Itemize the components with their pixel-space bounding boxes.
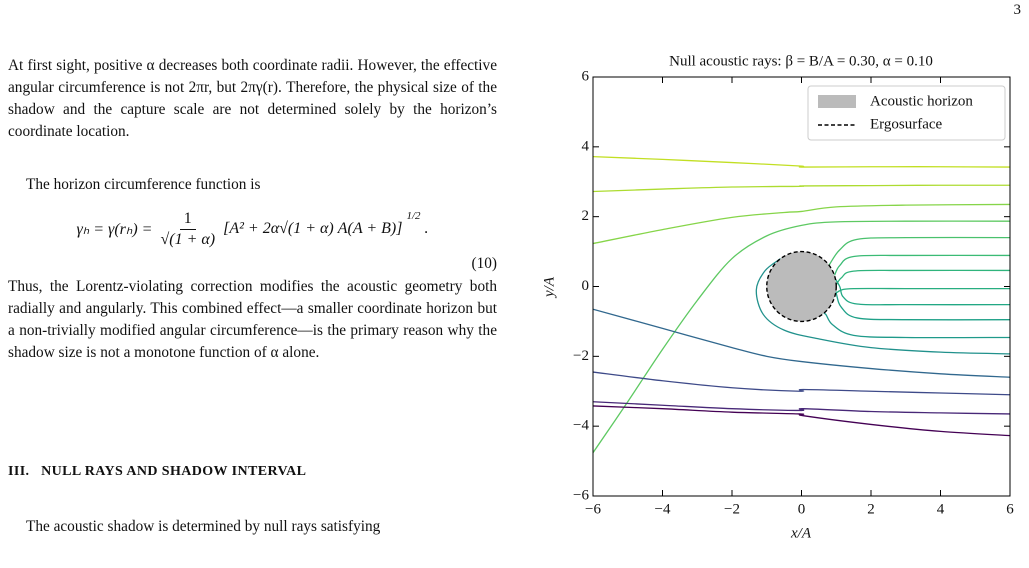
ray (830, 270, 1010, 321)
paragraph: Thus, the Lorentz-violating correction m… (8, 278, 497, 361)
ray (835, 287, 1010, 295)
ray (593, 203, 1010, 245)
x-axis-label: x/A (790, 525, 812, 541)
y-tick-label: 6 (582, 68, 590, 84)
ray (835, 269, 1010, 286)
ray (822, 312, 1010, 339)
ray (755, 258, 1010, 355)
y-tick-label: 2 (582, 208, 590, 224)
exponent: 1/2 (406, 210, 421, 222)
x-tick-label: 6 (1006, 501, 1014, 517)
legend-label: Ergosurface (870, 116, 943, 132)
ray (833, 254, 1010, 276)
paragraph: The acoustic shadow is determined by nul… (26, 518, 381, 535)
ray (593, 220, 1010, 454)
x-tick-label: 0 (798, 501, 806, 517)
ergosurface (766, 250, 837, 323)
denominator: √(1 + α) (160, 230, 216, 248)
chart: Null acoustic rays: β = B/A = 0.30, α = … (541, 53, 1014, 541)
x-tick-label: −6 (585, 501, 601, 517)
acoustic-horizon (766, 251, 837, 322)
equation-end: . (424, 220, 429, 237)
paragraph: At first sight, positive α decreases bot… (8, 57, 497, 140)
x-tick-label: −2 (724, 501, 740, 517)
ray (593, 184, 1010, 193)
plot-area (593, 155, 1010, 454)
section-title: NULL RAYS AND SHADOW INTERVAL (41, 464, 307, 479)
ray (593, 155, 1010, 168)
y-tick-label: −4 (573, 418, 589, 434)
ray (828, 236, 1010, 266)
equation-number: (10) (471, 255, 498, 272)
ray (593, 405, 1010, 437)
x-tick-label: 4 (937, 501, 945, 517)
section-number: III. (8, 464, 30, 479)
y-tick-label: −6 (573, 487, 589, 503)
y-axis-label: y/A (541, 276, 557, 299)
y-tick-label: −2 (573, 348, 589, 364)
chart-title: Null acoustic rays: β = B/A = 0.30, α = … (669, 53, 933, 69)
y-tick-label: 4 (582, 138, 590, 154)
equation: γₕ = γ(rₕ) = 1 √(1 + α) [A² + 2α√(1 + α)… (8, 204, 497, 254)
equation-lhs: γₕ = γ(rₕ) = (76, 221, 153, 238)
ray (593, 371, 1010, 396)
numerator: 1 (179, 209, 196, 230)
legend-box (807, 85, 1006, 141)
section-heading: III. NULL RAYS AND SHADOW INTERVAL (8, 464, 306, 480)
equation-body: [A² + 2α√(1 + α) A(A + B)] (223, 220, 403, 237)
paragraph: The horizon circumference function is (26, 176, 261, 193)
ray (593, 308, 1010, 378)
x-tick-label: −4 (655, 501, 671, 517)
legend-swatch (818, 95, 856, 108)
x-tick-label: 2 (867, 501, 875, 517)
fraction: 1 √(1 + α) (160, 209, 215, 250)
page-number: 3 (1013, 2, 1022, 18)
y-tick-label: 0 (582, 278, 590, 294)
ray (593, 401, 1010, 415)
legend-label: Acoustic horizon (870, 93, 973, 109)
ray (832, 275, 1010, 306)
